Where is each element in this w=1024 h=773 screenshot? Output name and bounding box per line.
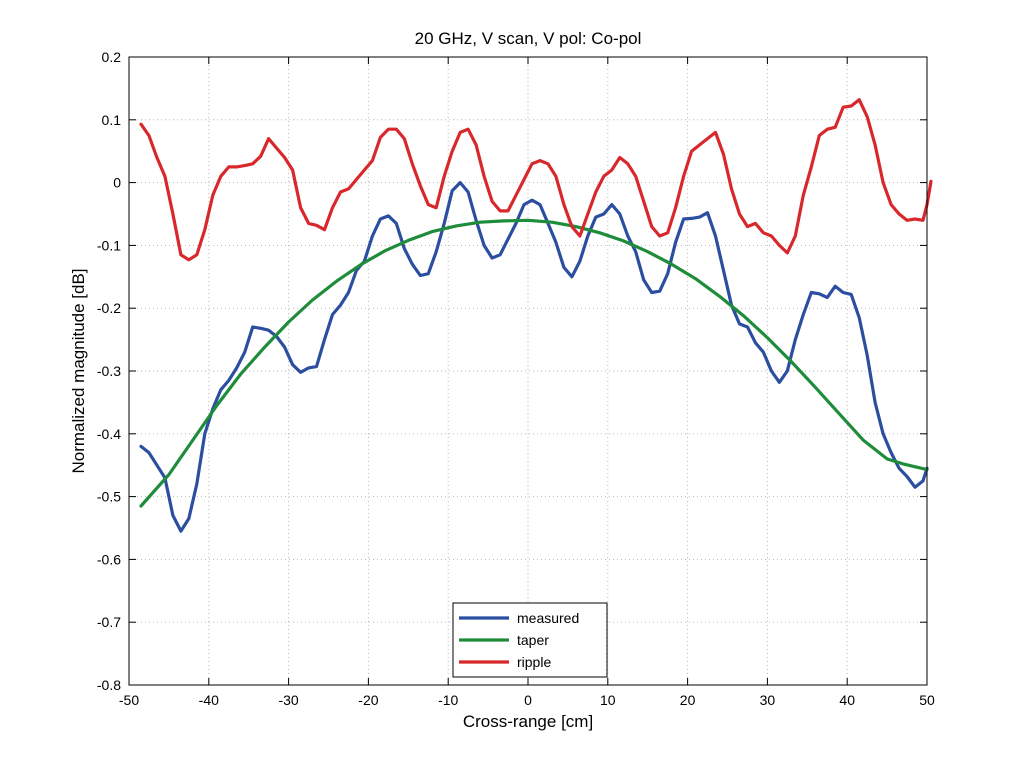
series-line-measured — [139, 181, 929, 533]
y-tick-label: 0 — [113, 175, 121, 191]
y-tick-label: 0.1 — [102, 112, 122, 128]
x-tick-label: 50 — [919, 692, 935, 708]
x-tick-label: 30 — [760, 692, 776, 708]
x-tick-label: -40 — [199, 692, 219, 708]
x-tick-label: -30 — [278, 692, 298, 708]
y-tick-label: -0.7 — [97, 614, 121, 630]
y-tick-label: -0.6 — [97, 551, 121, 567]
x-tick-label: 0 — [524, 692, 532, 708]
x-tick-label: 10 — [600, 692, 616, 708]
series-line-taper — [139, 218, 929, 508]
plot-background — [129, 57, 927, 685]
y-axis-title: Normalized magnitude [dB] — [69, 268, 88, 473]
series-group — [139, 98, 933, 533]
y-tick-label: -0.4 — [97, 426, 121, 442]
legend: measured taper ripple — [452, 602, 608, 678]
y-tick-label: 0.2 — [102, 49, 122, 65]
plot-area: -50 -40 -30 -20 -10 0 10 20 30 40 50 -0.8 -0.7 -0.6 -0… — [97, 49, 935, 708]
y-tick-label: -0.2 — [97, 300, 121, 316]
y-tick-label: -0.1 — [97, 237, 121, 253]
x-tick-label: -50 — [119, 692, 139, 708]
x-axis-title: Cross-range [cm] — [463, 712, 593, 731]
axis-ticks: -50 -40 -30 -20 -10 0 10 20 30 40 50 -0.8 -0.7 -0.6 -0… — [97, 49, 935, 708]
series-line-ripple — [139, 98, 933, 262]
x-tick-label: 20 — [680, 692, 696, 708]
x-tick-label: -20 — [358, 692, 378, 708]
x-tick-label: 40 — [839, 692, 855, 708]
y-tick-label: -0.5 — [97, 489, 121, 505]
legend-label-taper: taper — [517, 632, 549, 648]
grid — [129, 57, 927, 685]
x-tick-label: -10 — [438, 692, 458, 708]
y-tick-label: -0.3 — [97, 363, 121, 379]
legend-label-ripple: ripple — [517, 654, 551, 670]
legend-label-measured: measured — [517, 610, 579, 626]
y-tick-label: -0.8 — [97, 677, 121, 693]
chart-title: 20 GHz, V scan, V pol: Co-pol — [415, 29, 642, 48]
